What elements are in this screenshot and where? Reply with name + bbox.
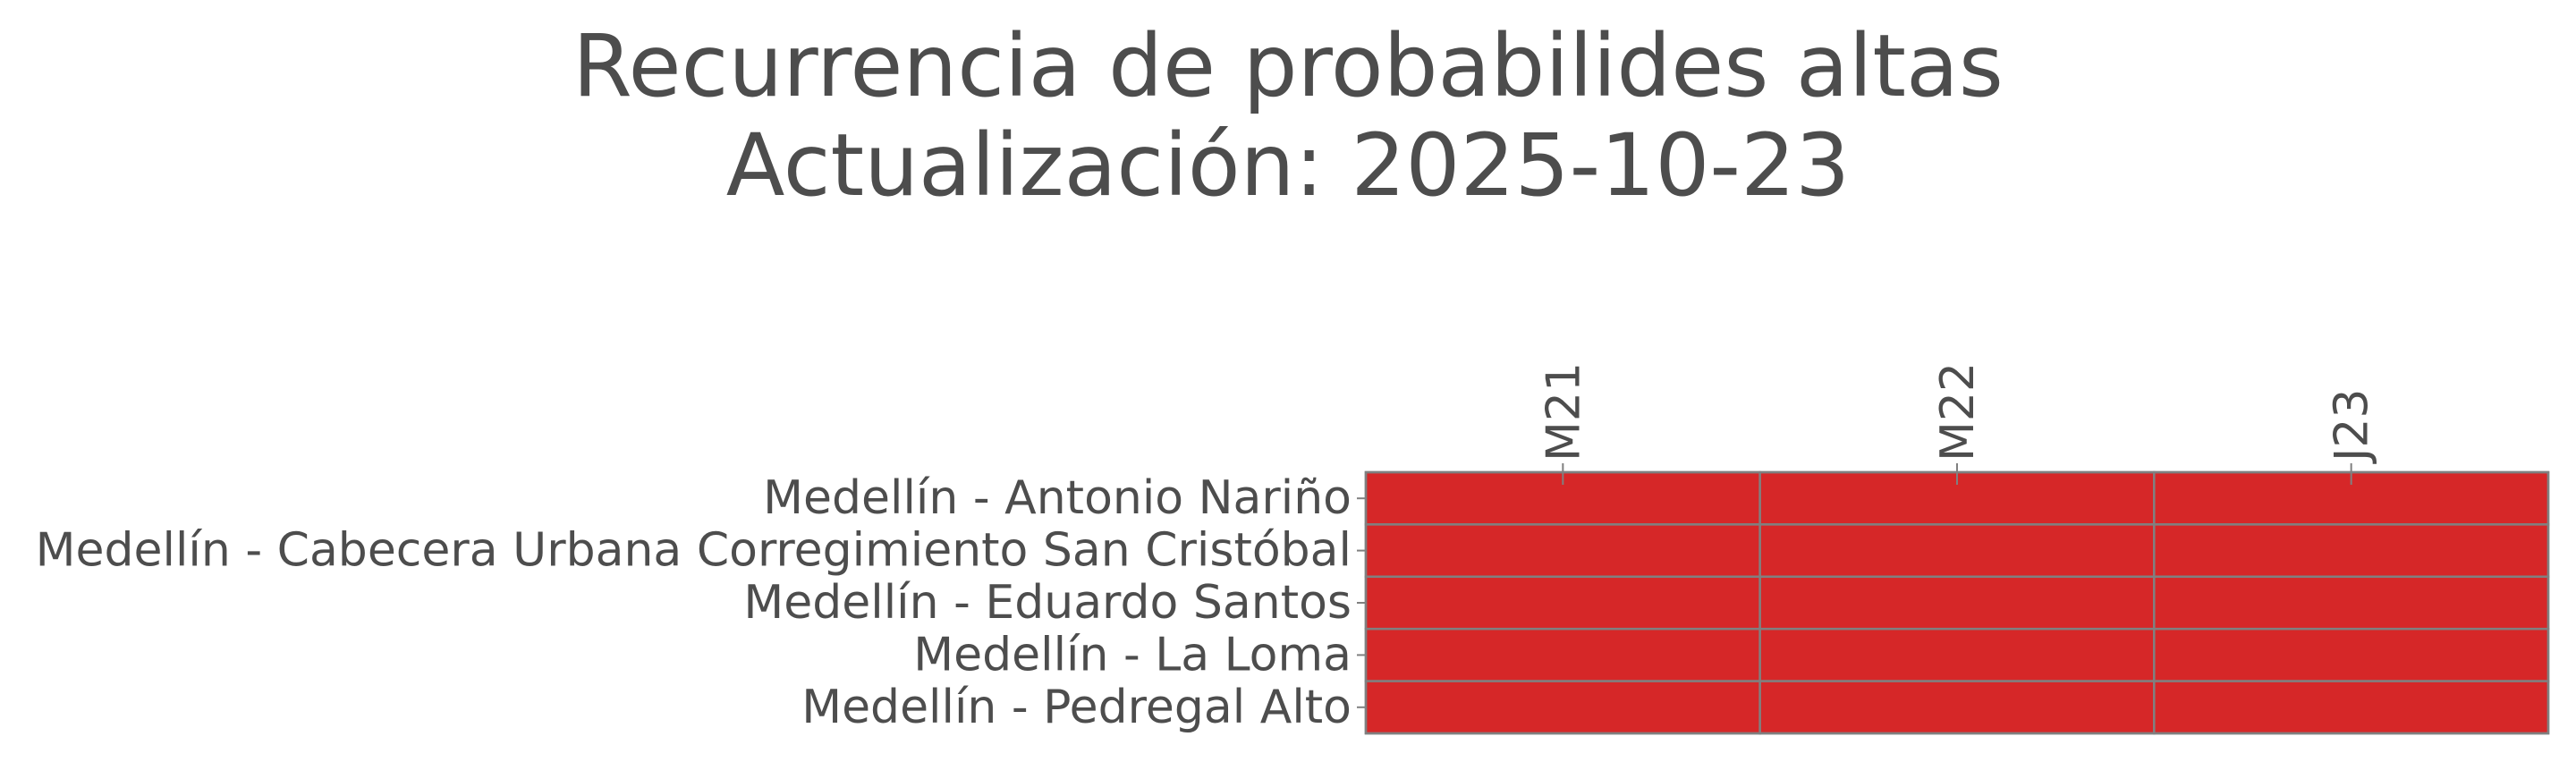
heatmap-cell bbox=[2153, 680, 2550, 735]
heatmap-cell bbox=[2153, 627, 2550, 682]
heatmap-cell bbox=[2153, 575, 2550, 631]
row-label: Medellín - Pedregal Alto bbox=[801, 681, 1352, 734]
heatmap-cell bbox=[1758, 680, 2156, 735]
heatmap-cell bbox=[1364, 575, 1761, 631]
column-label: M21 bbox=[1537, 362, 1590, 461]
chart-title: Recurrencia de probabilides altas bbox=[572, 16, 2004, 116]
column-label: M22 bbox=[1931, 362, 1985, 461]
row-label: Medellín - Antonio Nariño bbox=[763, 471, 1352, 525]
heatmap-cell bbox=[1364, 680, 1761, 735]
row-label: Medellín - Cabecera Urbana Corregimiento… bbox=[36, 524, 1352, 578]
heatmap-cell bbox=[1758, 575, 2156, 631]
heatmap-cell bbox=[1364, 627, 1761, 682]
row-label: Medellín - Eduardo Santos bbox=[743, 576, 1352, 630]
heatmap-cell bbox=[1758, 627, 2156, 682]
heatmap-cell bbox=[2153, 523, 2550, 579]
heatmap-cell bbox=[1364, 523, 1761, 579]
row-label: Medellín - La Loma bbox=[913, 628, 1352, 682]
chart-subtitle: Actualización: 2025-10-23 bbox=[725, 115, 1851, 216]
column-label: J23 bbox=[2326, 388, 2379, 464]
heatmap-cell bbox=[1758, 523, 2156, 579]
